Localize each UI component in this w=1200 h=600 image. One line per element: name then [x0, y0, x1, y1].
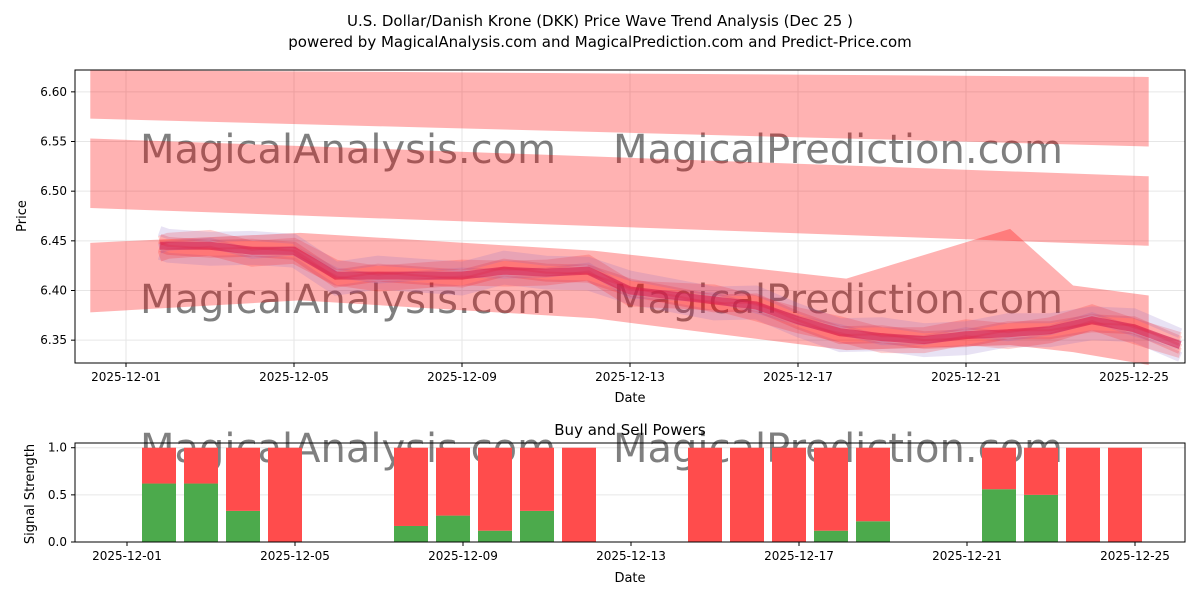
bottom-x-label: Date [614, 571, 645, 586]
chart-title: U.S. Dollar/Danish Krone (DKK) Price Wav… [347, 12, 853, 30]
prediction-band-1 [90, 138, 1149, 246]
bottom-chart-title: Buy and Sell Powers [554, 421, 706, 439]
x-tick-label: 2025-12-09 [427, 370, 497, 384]
buy-bar [520, 510, 554, 542]
sell-bar [436, 447, 470, 516]
x-tick-label: 2025-12-25 [1100, 549, 1170, 563]
x-tick-label: 2025-12-17 [764, 549, 834, 563]
wave-line [157, 229, 1182, 342]
wave-line [157, 245, 1182, 358]
chart-subtitle: powered by MagicalAnalysis.com and Magic… [288, 33, 912, 51]
sell-bar [562, 447, 596, 542]
sell-bar [394, 447, 428, 526]
x-tick-label: 2025-12-25 [1099, 370, 1169, 384]
x-tick-label: 2025-12-01 [92, 549, 162, 563]
wave-line [157, 226, 1183, 338]
buy-bar [142, 483, 176, 542]
bottom-plot-frame [74, 442, 1186, 543]
top-plot-frame [74, 69, 1186, 364]
x-tick-label: 2025-12-13 [596, 549, 666, 563]
sell-bar [772, 447, 806, 542]
x-tick-label: 2025-12-01 [91, 370, 161, 384]
x-tick-label: 2025-12-21 [931, 370, 1001, 384]
sell-bar [184, 447, 218, 484]
y-tick-label: 6.35 [40, 333, 67, 347]
trend-line [159, 241, 1182, 349]
watermark: MagicalAnalysis.com [140, 277, 556, 323]
buy-bar [1024, 494, 1058, 542]
sell-bar [142, 447, 176, 484]
buy-bar [436, 515, 470, 542]
prediction-band-2 [90, 228, 1149, 365]
watermark: MagicalAnalysis.com [140, 127, 556, 173]
sell-bar [1024, 447, 1058, 495]
wave-line [157, 250, 1183, 362]
buy-bar [856, 521, 890, 542]
sell-bar [982, 447, 1016, 490]
buy-bar [982, 489, 1016, 542]
x-tick-label: 2025-12-21 [932, 549, 1002, 563]
y-tick-label: 6.55 [40, 135, 67, 149]
sell-bar [856, 447, 890, 522]
sell-bar [1066, 447, 1100, 542]
y-tick-label: 6.50 [40, 184, 67, 198]
y-tick-label: 6.45 [40, 234, 67, 248]
sell-bar [730, 447, 764, 542]
sell-bar [226, 447, 260, 511]
prediction-band-0 [90, 70, 1149, 147]
y-tick-label: 0.5 [48, 488, 67, 502]
y-tick-label: 6.60 [40, 85, 67, 99]
sell-bar [478, 447, 512, 531]
watermark: MagicalPrediction.com [613, 127, 1063, 173]
x-tick-label: 2025-12-09 [428, 549, 498, 563]
top-x-label: Date [614, 391, 645, 406]
y-tick-label: 6.40 [40, 283, 67, 297]
buy-bar [478, 530, 512, 542]
sell-bar [688, 447, 722, 542]
x-tick-label: 2025-12-05 [259, 370, 329, 384]
buy-bar [184, 483, 218, 542]
sell-bar [1108, 447, 1142, 542]
y-tick-label: 0.0 [48, 535, 67, 549]
top-y-label: Price [15, 200, 30, 232]
buy-bar [394, 525, 428, 542]
sell-bar [520, 447, 554, 511]
y-tick-label: 1.0 [48, 441, 67, 455]
x-tick-label: 2025-12-17 [763, 370, 833, 384]
bottom-y-label: Signal Strength [23, 444, 38, 544]
x-tick-label: 2025-12-13 [595, 370, 665, 384]
x-tick-label: 2025-12-05 [260, 549, 330, 563]
buy-bar [226, 510, 260, 542]
buy-bar [814, 530, 848, 542]
sell-bar [268, 447, 302, 542]
sell-bar [814, 447, 848, 531]
